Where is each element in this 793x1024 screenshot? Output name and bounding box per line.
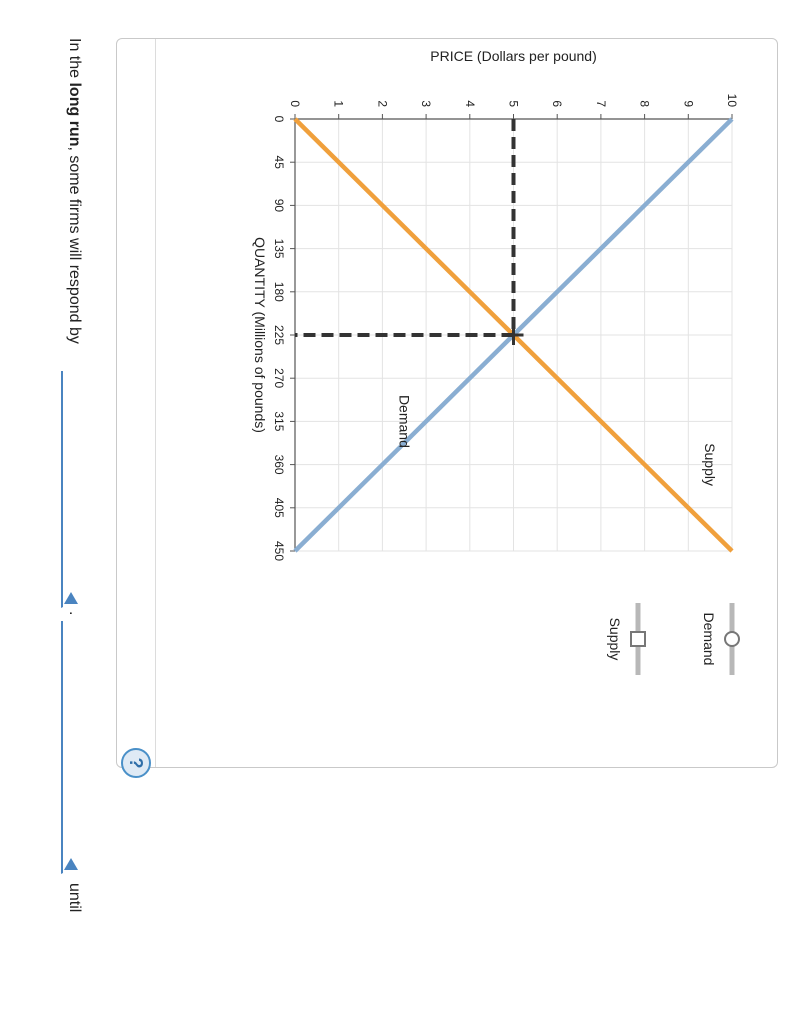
x-tick-label: 360 (272, 455, 286, 475)
x-tick-label: 450 (272, 541, 286, 561)
y-tick-label: 4 (463, 100, 477, 107)
question-bold: long run (66, 82, 83, 147)
legend-label-supply: Supply (607, 618, 623, 661)
legend-square-icon (630, 631, 646, 647)
y-tick-label: 8 (638, 100, 652, 107)
y-tick-label: 0 (288, 100, 302, 107)
x-tick-label: 225 (272, 325, 286, 345)
y-tick-label: 6 (550, 100, 564, 107)
x-tick-label: 135 (272, 239, 286, 259)
x-tick-label: 315 (272, 411, 286, 431)
question-prefix: In the (66, 38, 83, 83)
question-mid: , some firms will respond by (66, 146, 83, 344)
y-tick-label: 10 (725, 94, 739, 108)
y-axis-title: PRICE (Dollars per pound) (430, 48, 597, 64)
help-button[interactable]: ? (121, 748, 151, 778)
y-tick-label: 1 (332, 100, 346, 107)
supply-curve-label: Supply (702, 443, 718, 486)
x-tick-label: 405 (272, 498, 286, 518)
dropdown-caret-icon (64, 592, 78, 604)
outcome-dropdown[interactable] (61, 621, 89, 874)
question-until: until (66, 883, 83, 913)
question-text: In the long run, some firms will respond… (65, 38, 83, 344)
y-tick-label: 3 (419, 100, 433, 107)
y-tick-label: 5 (507, 100, 521, 107)
x-tick-label: 270 (272, 368, 286, 388)
help-bar: ? (117, 39, 156, 778)
x-tick-label: 0 (272, 116, 286, 123)
y-tick-label: 9 (681, 100, 695, 107)
dropdown-caret-icon (64, 858, 78, 870)
response-dropdown[interactable] (61, 371, 89, 608)
x-tick-label: 180 (272, 282, 286, 302)
y-tick-label: 2 (375, 100, 389, 107)
question-mark-icon: ? (126, 757, 147, 769)
y-tick-label: 7 (594, 100, 608, 107)
legend-label-demand: Demand (701, 613, 717, 666)
demand-curve-label: Demand (396, 395, 412, 448)
x-tick-label: 90 (272, 199, 286, 213)
question-sentence: In the long run, some firms will respond… (53, 38, 93, 998)
question-period: . (66, 611, 83, 616)
graph-panel: 0 45 90 135 180 225 270 315 360 405 450 0 1 2 3 4 5 6 7 8 9 1… (116, 38, 778, 778)
legend-circle-icon (724, 631, 740, 647)
x-axis-title: QUANTITY (Millions of pounds) (252, 237, 268, 433)
x-tick-label: 45 (272, 156, 286, 170)
